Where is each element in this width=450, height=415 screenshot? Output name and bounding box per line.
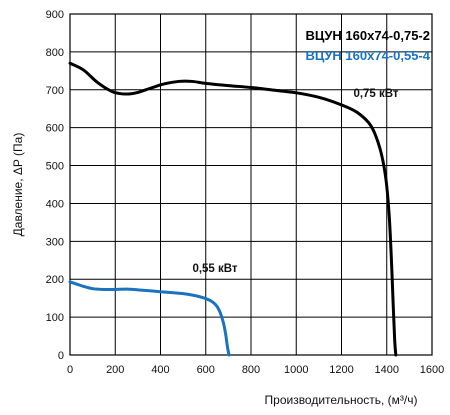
x-tick-label: 1200 <box>329 364 353 376</box>
legend-entry-0-75-2: ВЦУН 160х74-0,75-2 <box>305 28 430 43</box>
curve-0-55kw <box>68 280 231 357</box>
y-tick-label: 600 <box>46 123 64 135</box>
x-tick-label: 400 <box>151 364 169 376</box>
x-tick-label: 0 <box>67 364 73 376</box>
y-axis-title: Давление, ΔP (Па) <box>11 133 25 237</box>
plot-frame <box>69 13 433 356</box>
y-tick-label: 700 <box>46 85 64 97</box>
y-tick-label: 400 <box>46 198 64 210</box>
x-axis-title: Производительность, (м³/ч) <box>265 393 418 407</box>
y-tick-label: 200 <box>46 274 64 286</box>
x-tick-label: 200 <box>106 364 124 376</box>
curve-0-75kw <box>68 61 398 357</box>
labels: ВЦУН 160х74-0,75-2 ВЦУН 160х74-0,55-4 0,75… <box>11 28 431 407</box>
legend-entry-0-55-4: ВЦУН 160х74-0,55-4 <box>305 48 430 63</box>
y-tick-label: 800 <box>46 47 64 59</box>
annotation-0-55kw: 0,55 кВт <box>192 263 237 275</box>
curves <box>68 61 398 357</box>
x-tick-label: 1000 <box>284 364 308 376</box>
grid <box>69 13 433 356</box>
y-tick-label: 100 <box>46 312 64 324</box>
y-tick-label: 300 <box>46 236 64 248</box>
x-tick-label: 1400 <box>375 364 399 376</box>
tick-labels: 0 100 200 300 400 500 600 700 800 900 0 200 400 600 80… <box>46 9 445 376</box>
x-tick-label: 600 <box>197 364 215 376</box>
y-tick-label: 0 <box>58 350 64 362</box>
annotation-0-75kw: 0,75 кВт <box>353 88 398 100</box>
x-tick-label: 1600 <box>420 364 444 376</box>
y-tick-label: 500 <box>46 161 64 173</box>
x-tick-label: 800 <box>242 364 260 376</box>
y-tick-label: 900 <box>46 9 64 21</box>
